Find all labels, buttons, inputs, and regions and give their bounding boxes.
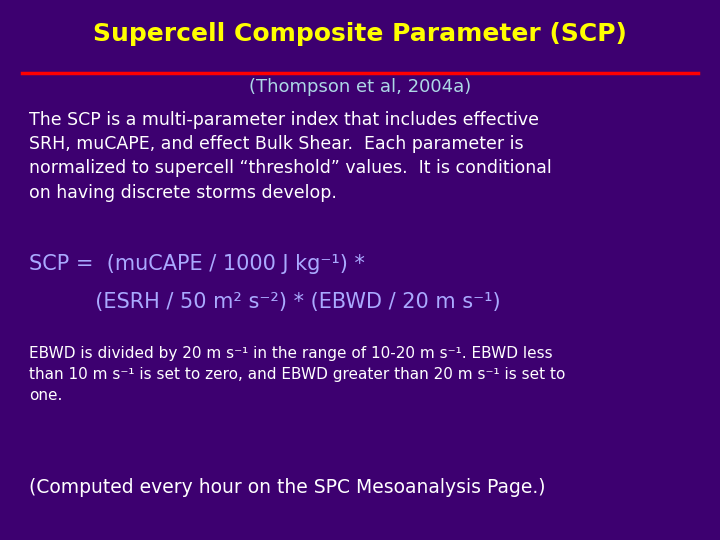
Text: (ESRH / 50 m² s⁻²) * (EBWD / 20 m s⁻¹): (ESRH / 50 m² s⁻²) * (EBWD / 20 m s⁻¹) [29, 292, 500, 312]
Text: (Computed every hour on the SPC Mesoanalysis Page.): (Computed every hour on the SPC Mesoanal… [29, 478, 545, 497]
Text: Supercell Composite Parameter (SCP): Supercell Composite Parameter (SCP) [93, 22, 627, 45]
Text: (Thompson et al, 2004a): (Thompson et al, 2004a) [249, 78, 471, 96]
Text: SCP =  (muCAPE / 1000 J kg⁻¹) *: SCP = (muCAPE / 1000 J kg⁻¹) * [29, 254, 364, 274]
Text: The SCP is a multi-parameter index that includes effective
SRH, muCAPE, and effe: The SCP is a multi-parameter index that … [29, 111, 552, 201]
Text: EBWD is divided by 20 m s⁻¹ in the range of 10-20 m s⁻¹. EBWD less
than 10 m s⁻¹: EBWD is divided by 20 m s⁻¹ in the range… [29, 346, 565, 403]
